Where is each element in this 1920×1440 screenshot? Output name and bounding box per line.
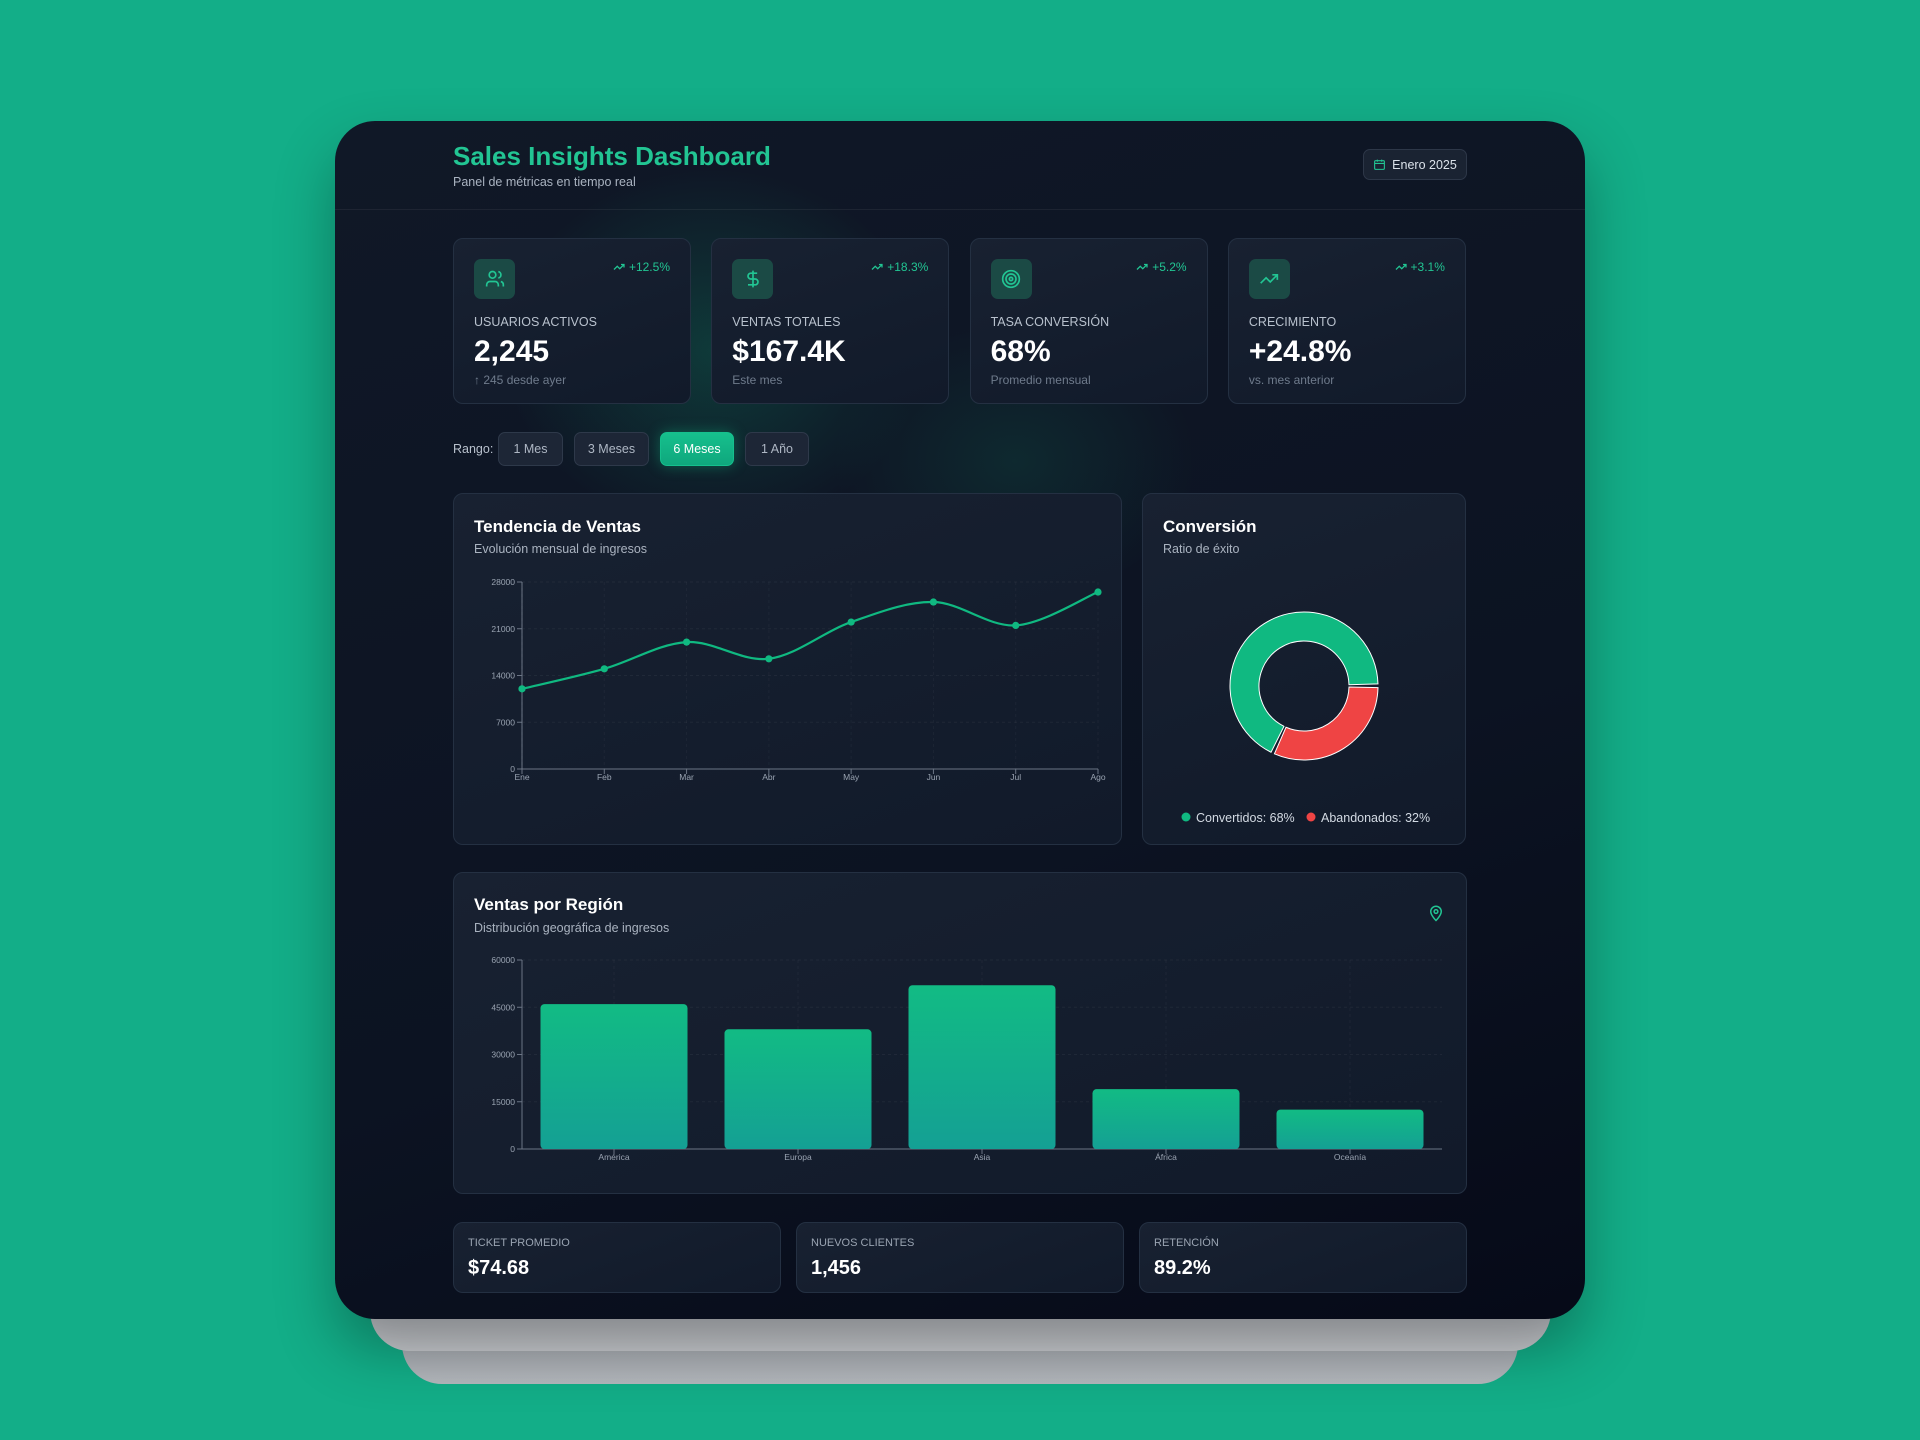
kpi-icon-glyph <box>1001 269 1021 289</box>
kpi-icon-glyph <box>1260 274 1279 284</box>
kpi-icon <box>474 259 515 299</box>
range-button[interactable]: 6 Meses <box>660 432 734 466</box>
trend-icon <box>1395 263 1407 270</box>
kpi-card: +12.5% USUARIOS ACTIVOS 2,245 ↑ 245 desde a… <box>453 238 691 404</box>
stat-card: NUEVOS CLIENTES 1,456 <box>796 1222 1124 1293</box>
stat-card: RETENCIÓN 89.2% <box>1139 1222 1467 1293</box>
kpi-note: vs. mes anterior <box>1248 373 1335 387</box>
kpi-card: +18.3% VENTAS TOTALES $167.4K Este mes <box>711 238 950 404</box>
chart-title: Ventas por Región <box>474 895 624 914</box>
kpi-note: Promedio mensual <box>990 373 1091 387</box>
kpi-value: 68% <box>990 335 1051 368</box>
kpi-icon <box>732 259 774 299</box>
kpi-change-value: +18.3% <box>887 260 929 274</box>
kpi-icon-glyph <box>485 270 504 287</box>
line-chart-card: Tendencia de Ventas Evolución mensual de… <box>453 493 1122 845</box>
stat-value: $74.68 <box>468 1257 530 1279</box>
kpi-icon <box>990 259 1032 299</box>
map-pin-icon <box>1429 905 1443 922</box>
kpi-note: Este mes <box>732 373 783 387</box>
dashboard-subtitle: Panel de métricas en tiempo real <box>453 175 636 189</box>
kpi-change: +18.3% <box>871 260 928 274</box>
kpi-card: +3.1% CRECIMIENTO +24.8% vs. mes anterior <box>1227 238 1466 404</box>
bar-chart-card: Ventas por Región Distribución geográfic… <box>453 872 1467 1194</box>
chart-subtitle: Ratio de éxito <box>1163 542 1240 556</box>
calendar-icon <box>1374 159 1386 170</box>
chart-subtitle: Evolución mensual de ingresos <box>474 542 648 556</box>
stat-value: 89.2% <box>1154 1257 1211 1279</box>
chart-title: Conversión <box>1163 517 1257 536</box>
stat-label: NUEVOS CLIENTES <box>811 1237 915 1249</box>
stat-value: 1,456 <box>811 1257 862 1279</box>
kpi-value: +24.8% <box>1248 335 1352 368</box>
chart-subtitle: Distribución geográfica de ingresos <box>474 921 670 935</box>
kpi-card: +5.2% TASA CONVERSIÓN 68% Promedio mensual <box>969 238 1208 404</box>
date-picker[interactable]: Enero 2025 <box>1363 149 1467 180</box>
kpi-change: +5.2% <box>1136 260 1187 274</box>
date-label: Enero 2025 <box>1392 157 1457 172</box>
kpi-label: USUARIOS ACTIVOS <box>474 315 597 329</box>
kpi-label: TASA CONVERSIÓN <box>990 315 1110 329</box>
header-divider <box>335 209 1585 210</box>
trend-icon <box>613 263 625 270</box>
kpi-label: VENTAS TOTALES <box>732 315 841 329</box>
kpi-value: 2,245 <box>474 335 550 368</box>
kpi-change-value: +12.5% <box>628 260 670 274</box>
range-button[interactable]: 1 Año <box>745 432 809 466</box>
trend-icon <box>871 263 883 270</box>
range-button[interactable]: 3 Meses <box>574 432 649 466</box>
range-label: Rango: <box>453 442 494 456</box>
kpi-change: +3.1% <box>1395 260 1445 274</box>
kpi-icon-glyph <box>747 270 759 288</box>
pie-chart-card: Conversión Ratio de éxito <box>1142 493 1466 845</box>
trend-icon <box>1136 263 1148 270</box>
stat-label: TICKET PROMEDIO <box>468 1237 570 1249</box>
kpi-label: CRECIMIENTO <box>1248 315 1337 329</box>
kpi-change-value: +5.2% <box>1152 260 1187 274</box>
kpi-icon <box>1248 259 1290 299</box>
dashboard-title: Sales Insights Dashboard <box>453 141 771 171</box>
range-button[interactable]: 1 Mes <box>498 432 563 466</box>
kpi-note: ↑ 245 desde ayer <box>474 373 567 387</box>
kpi-change-value: +3.1% <box>1410 260 1445 274</box>
chart-title: Tendencia de Ventas <box>474 517 641 536</box>
stat-label: RETENCIÓN <box>1154 1237 1219 1249</box>
kpi-change: +12.5% <box>613 260 670 274</box>
kpi-value: $167.4K <box>732 335 846 368</box>
stat-card: TICKET PROMEDIO $74.68 <box>453 1222 781 1293</box>
